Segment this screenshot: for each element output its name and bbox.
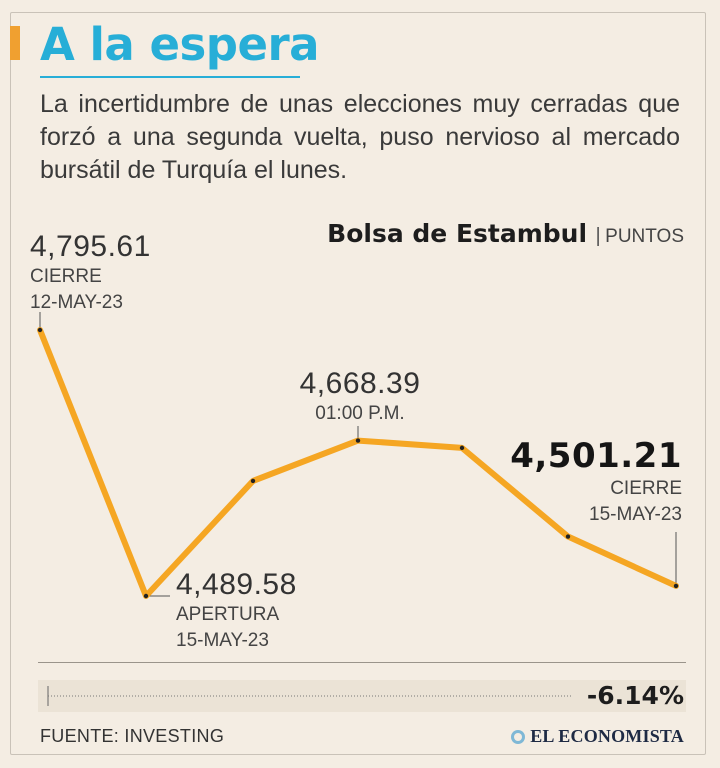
annotation-start-date: 12-MAY-23: [30, 292, 123, 313]
annotation-start-value: 4,795.61: [30, 230, 151, 263]
brand-name: EL ECONOMISTA: [530, 726, 684, 746]
data-point-6: [673, 583, 679, 589]
annotation-close-label: CIERRE: [610, 478, 682, 499]
annotation-close: 4,501.21 CIERRE 15-MAY-23: [510, 436, 682, 528]
brand-logo: EL ECONOMISTA: [511, 726, 684, 747]
data-point-2: [250, 478, 256, 484]
annotation-peak-label: 01:00 P.M.: [315, 403, 405, 424]
annotation-open: 4,489.58 APERTURA 15-MAY-23: [176, 568, 297, 654]
annotation-peak: 4,668.39 01:00 P.M.: [290, 367, 430, 427]
title-accent-bar: [10, 26, 20, 60]
source-note: FUENTE: INVESTING: [40, 726, 225, 746]
chart-title-separator: |: [595, 225, 601, 247]
infographic-frame: [10, 12, 706, 755]
annotation-peak-value: 4,668.39: [299, 367, 421, 400]
percent-change: -6.14%: [586, 681, 684, 710]
data-point-4: [459, 445, 465, 451]
chart-unit: PUNTOS: [605, 226, 684, 247]
globe-icon: [511, 729, 526, 744]
annotation-start-label: CIERRE: [30, 266, 102, 287]
annotation-start: 4,795.61 CIERRE 12-MAY-23: [30, 230, 151, 316]
annotation-open-label: APERTURA: [176, 604, 280, 625]
annotation-open-date: 15-MAY-23: [176, 630, 269, 651]
data-point-3: [355, 438, 361, 443]
data-point-0: [37, 327, 43, 333]
annotation-close-value: 4,501.21: [510, 436, 682, 476]
data-point-1: [143, 593, 149, 599]
title-underline: [40, 76, 300, 78]
page-title: A la espera: [40, 18, 320, 71]
chart-divider: [38, 662, 686, 663]
chart-title: Bolsa de Estambul: [327, 219, 588, 248]
data-point-5: [565, 534, 571, 539]
subtitle: La incertidumbre de unas elecciones muy …: [40, 90, 680, 184]
annotation-close-date: 15-MAY-23: [589, 504, 682, 525]
annotation-open-value: 4,489.58: [176, 568, 297, 601]
chart-header: Bolsa de Estambul | PUNTOS: [327, 219, 684, 248]
